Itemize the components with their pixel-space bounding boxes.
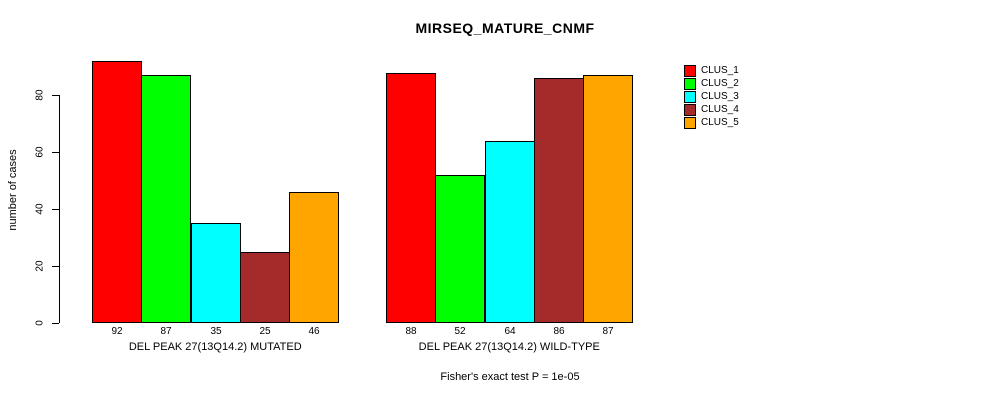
bar-clus-1 — [386, 73, 436, 323]
y-tick-label: 80 — [34, 89, 46, 101]
legend-item: CLUS_1 — [684, 64, 739, 77]
bar-clus-3 — [191, 223, 241, 323]
bar-clus-3 — [485, 141, 535, 323]
y-tick-label: 0 — [34, 320, 46, 326]
bar-value-label: 35 — [210, 326, 222, 337]
y-tick — [52, 322, 59, 324]
legend-swatch — [684, 77, 696, 90]
bar-value-label: 88 — [405, 326, 417, 337]
legend: CLUS_1 CLUS_2 CLUS_3 CLUS_4 CLUS_5 — [684, 64, 739, 129]
y-tick-label: 20 — [34, 260, 46, 272]
bar-value-label: 87 — [160, 326, 172, 337]
legend-item: CLUS_2 — [684, 77, 739, 90]
y-tick — [52, 265, 59, 267]
bar-clus-2 — [435, 175, 485, 323]
bar-clus-4 — [240, 252, 290, 323]
bar-value-label: 52 — [454, 326, 466, 337]
y-tick — [52, 208, 59, 210]
legend-label: CLUS_3 — [701, 91, 739, 102]
group-label: DEL PEAK 27(13Q14.2) MUTATED — [128, 341, 302, 353]
legend-label: CLUS_1 — [701, 65, 739, 76]
y-tick-label: 40 — [34, 203, 46, 215]
legend-swatch — [684, 103, 696, 116]
legend-swatch — [684, 116, 696, 129]
legend-swatch — [684, 64, 696, 77]
legend-label: CLUS_4 — [701, 104, 739, 115]
bar-clus-5 — [583, 75, 633, 323]
bar-value-label: 46 — [308, 326, 320, 337]
legend-swatch — [684, 90, 696, 103]
legend-item: CLUS_3 — [684, 90, 739, 103]
bar-value-label: 86 — [553, 326, 565, 337]
bar-value-label: 87 — [602, 326, 614, 337]
legend-item: CLUS_4 — [684, 103, 739, 116]
footer-annotation: Fisher's exact test P = 1e-05 — [440, 371, 580, 383]
legend-item: CLUS_5 — [684, 116, 739, 129]
y-axis-line — [59, 95, 60, 323]
bar-value-label: 64 — [504, 326, 516, 337]
bar-clus-4 — [534, 78, 584, 323]
chart-title: MIRSEQ_MATURE_CNMF — [415, 20, 595, 36]
legend-label: CLUS_5 — [701, 117, 739, 128]
y-tick — [52, 151, 59, 153]
group-label: DEL PEAK 27(13Q14.2) WILD-TYPE — [418, 341, 600, 353]
legend-label: CLUS_2 — [701, 78, 739, 89]
y-axis-label: number of cases — [7, 149, 19, 231]
y-tick-label: 60 — [34, 146, 46, 158]
bar-value-label: 92 — [111, 326, 123, 337]
bar-clus-5 — [289, 192, 339, 323]
y-tick — [52, 94, 59, 96]
bar-value-label: 25 — [259, 326, 271, 337]
bar-clus-1 — [92, 61, 142, 323]
bar-clus-2 — [141, 75, 191, 323]
